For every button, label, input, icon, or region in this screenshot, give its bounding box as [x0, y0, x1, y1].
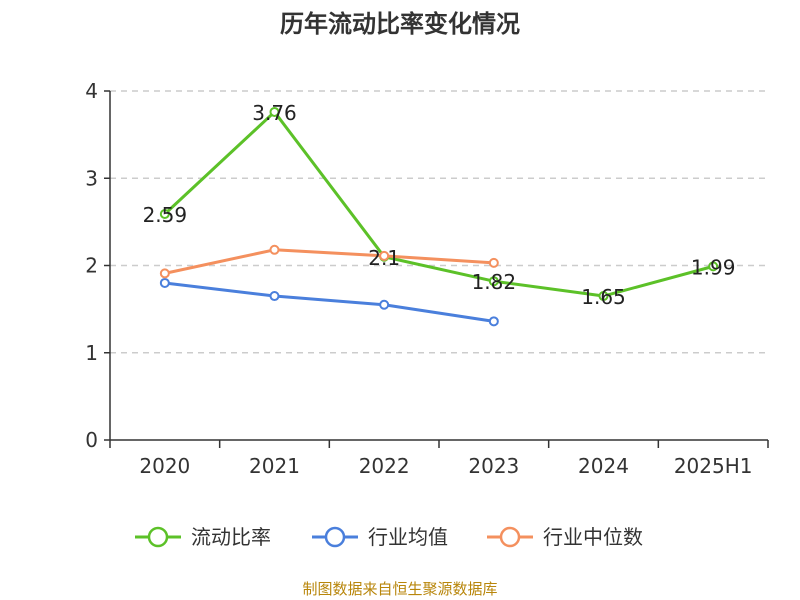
series-line-0 [163, 110, 714, 298]
series-1-point [269, 291, 280, 302]
x-tick-label: 2021 [249, 454, 300, 478]
legend-marker-icon [324, 526, 346, 548]
x-tick-label: 2020 [139, 454, 190, 478]
series-line-1 [164, 281, 495, 323]
series-1-point [488, 316, 499, 327]
data-labels: 2.59 3.76 2.1 1.82 1.65 1.99 [143, 101, 736, 309]
chart-title: 历年流动比率变化情况 [280, 10, 520, 38]
data-label: 2.59 [143, 203, 188, 227]
legend-label: 流动比率 [191, 525, 271, 549]
y-tick-label: 1 [85, 341, 98, 365]
x-tick-label: 2025H1 [674, 454, 753, 478]
legend-marker-icon [499, 526, 521, 548]
data-label: 2.1 [368, 246, 400, 270]
series-line-2 [164, 248, 494, 275]
series-2-point [488, 257, 499, 268]
data-label: 1.99 [691, 255, 736, 279]
series-1-point [159, 277, 170, 288]
x-tick-label: 2024 [578, 454, 629, 478]
series-0-point [488, 276, 499, 287]
legend-label: 行业均值 [368, 525, 448, 549]
x-tick-label: 2023 [468, 454, 519, 478]
legend: 流动比率 行业均值 行业中位数 [135, 525, 643, 549]
series-2-point [269, 244, 280, 255]
series-1-point [379, 299, 390, 310]
series-0-point [708, 261, 719, 272]
legend-label: 行业中位数 [543, 525, 643, 549]
legend-item-1[interactable]: 行业均值 [312, 525, 448, 549]
y-tick-label: 4 [85, 79, 98, 103]
y-tick-label: 2 [85, 254, 98, 278]
axes: 0 1 2 3 4 2020 2021 2022 2023 2024 2025H1 [85, 79, 769, 478]
legend-item-0[interactable]: 流动比率 [135, 525, 271, 549]
legend-marker-icon [147, 526, 169, 548]
series-2-point [379, 250, 390, 261]
data-label: 3.76 [252, 101, 297, 125]
y-tick-label: 3 [85, 166, 98, 190]
series-0-point [159, 209, 170, 220]
data-label: 1.65 [581, 285, 626, 309]
series-0-point [598, 291, 609, 302]
y-tick-label: 0 [85, 428, 98, 452]
source-note: 制图数据来自恒生聚源数据库 [302, 580, 497, 598]
data-label: 1.82 [472, 270, 517, 294]
series-2-point [159, 268, 170, 279]
series-0-point [269, 106, 280, 117]
series-layer [159, 106, 719, 327]
x-tick-label: 2022 [359, 454, 410, 478]
legend-item-2[interactable]: 行业中位数 [487, 525, 643, 549]
